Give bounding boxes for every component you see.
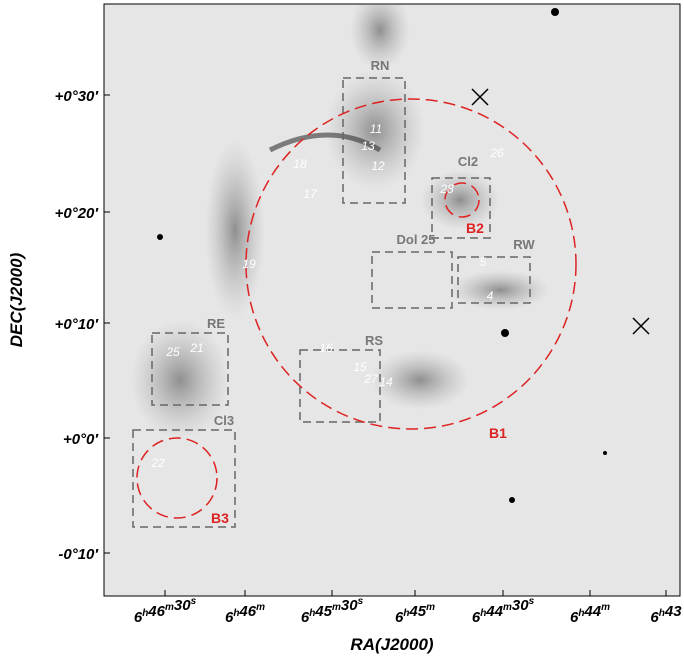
region-label: Dol 25 [396, 232, 435, 247]
page: 6h46m30s 6h46m 6h45m30s 6h45m 6h44m30s 6h44m 6… [0, 0, 684, 664]
region-label: Cl3 [214, 413, 234, 428]
x-tick-label: 6h44m30s [472, 596, 535, 626]
region-label: RE [207, 316, 225, 331]
x-axis-label: RA(J2000) [350, 635, 433, 654]
y-tick-label: +0°10′ [55, 316, 100, 333]
y-tick-label: +0°30′ [55, 88, 100, 105]
bubble-label: B1 [489, 425, 507, 441]
y-tick-label: +0°20′ [55, 205, 100, 222]
source-label: 26 [489, 146, 504, 160]
region-label: RW [513, 237, 535, 252]
source-label: 28 [439, 182, 454, 196]
region-label: RN [371, 58, 390, 73]
source-label: 18 [293, 157, 307, 171]
x-tick-label: 6h46m [225, 602, 265, 626]
bubble-label: B2 [466, 220, 484, 236]
source-label: 4 [487, 289, 494, 303]
y-tick-label: -0°10′ [58, 546, 99, 563]
source-label: 12 [371, 159, 385, 173]
region-label: Cl2 [458, 154, 478, 169]
source-label: 13 [361, 139, 375, 153]
source-label: 14 [379, 375, 393, 389]
source-label: 5 [480, 255, 487, 269]
region-label: RS [365, 333, 383, 348]
source-label: 11 [370, 122, 382, 136]
y-axis-label: DEC(J2000) [7, 252, 26, 347]
source-label: 17 [303, 187, 318, 201]
source-label: 21 [189, 341, 203, 355]
source-label: 25 [165, 345, 180, 359]
x-tick-label: 6h45m30s [301, 596, 364, 626]
source-label: 16 [319, 341, 333, 355]
bubble-label: B3 [211, 510, 229, 526]
source-label: 19 [242, 257, 256, 271]
source-label: 22 [150, 456, 165, 470]
x-tick-label: 6h43 [650, 603, 682, 626]
sky-image-figure: 6h46m30s 6h46m 6h45m30s 6h45m 6h44m30s 6h44m 6… [0, 0, 684, 659]
y-tick-label: +0°0′ [63, 431, 99, 448]
x-tick-label: 6h46m30s [134, 596, 197, 626]
source-label: 27 [363, 372, 379, 386]
x-tick-label: 6h44m [570, 602, 610, 626]
x-tick-label: 6h45m [395, 602, 435, 626]
